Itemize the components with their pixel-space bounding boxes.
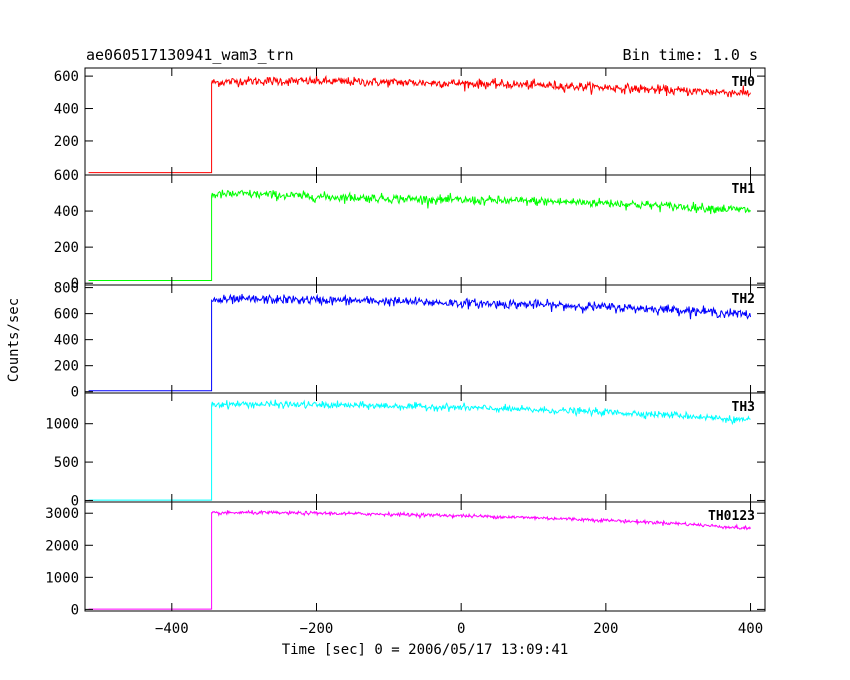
panel-th0123: 0 1000 2000 3000 TH0123 bbox=[45, 501, 766, 618]
y-tick-label: 400 bbox=[54, 102, 79, 118]
x-tick-label: 0 bbox=[457, 621, 465, 637]
band-label-th3: TH3 bbox=[732, 400, 755, 415]
y-tick-label: 3000 bbox=[45, 506, 79, 522]
x-tick-label: −200 bbox=[300, 621, 334, 637]
panel-frame bbox=[84, 174, 766, 286]
x-tick-labels: −400 −200 0 200 400 bbox=[155, 621, 763, 637]
panel-frame bbox=[84, 284, 766, 394]
panel-th1: 0 200 400 600 TH1 bbox=[54, 168, 766, 292]
panel-th2: 0 200 400 600 800 TH2 bbox=[54, 281, 766, 401]
y-tick-label: 0 bbox=[71, 276, 79, 292]
y-tick-label: 2000 bbox=[45, 538, 79, 554]
y-tick-label: 600 bbox=[54, 69, 79, 85]
band-label-th1: TH1 bbox=[732, 182, 756, 197]
series-line-th0123 bbox=[88, 509, 751, 610]
x-axis-label: Time [sec] 0 = 2006/05/17 13:09:41 bbox=[282, 642, 569, 658]
y-tick-label: 0 bbox=[71, 602, 79, 618]
panel-frame bbox=[84, 501, 766, 612]
y-tick-label: 200 bbox=[54, 359, 79, 375]
y-tick-label: 600 bbox=[54, 307, 79, 323]
chart-title: ae060517130941_wam3_trn bbox=[86, 46, 294, 64]
series-line-th1 bbox=[88, 189, 751, 281]
band-label-th2: TH2 bbox=[732, 292, 755, 307]
bin-time-label: Bin time: 1.0 s bbox=[623, 46, 758, 64]
y-tick-label: 600 bbox=[54, 168, 79, 184]
y-tick-label: 800 bbox=[54, 281, 79, 297]
y-axis-label: Counts/sec bbox=[6, 298, 22, 382]
y-tick-label: 0 bbox=[71, 493, 79, 509]
series-line-th0 bbox=[88, 74, 751, 174]
y-tick-label: 200 bbox=[54, 240, 79, 256]
x-tick-label: −400 bbox=[155, 621, 189, 637]
y-tick-label: 0 bbox=[71, 385, 79, 401]
panels: 200 400 600 TH0 0 200 400 600 TH1 0 200 400 600 800 TH… bbox=[45, 67, 766, 618]
x-tick-label: 400 bbox=[738, 621, 763, 637]
y-tick-label: 400 bbox=[54, 204, 79, 220]
panel-th0: 200 400 600 TH0 bbox=[54, 67, 766, 176]
y-tick-label: 1000 bbox=[45, 417, 79, 433]
y-tick-label: 500 bbox=[54, 455, 79, 471]
panel-frame bbox=[84, 392, 766, 503]
band-label-th0: TH0 bbox=[732, 75, 756, 90]
y-tick-label: 400 bbox=[54, 333, 79, 349]
band-label-th0123: TH0123 bbox=[708, 509, 755, 524]
y-tick-label: 1000 bbox=[45, 570, 79, 586]
panel-th3: 0 500 1000 TH3 bbox=[45, 392, 766, 509]
x-tick-label: 200 bbox=[593, 621, 618, 637]
series-line-th3 bbox=[88, 399, 751, 501]
series-line-th2 bbox=[88, 293, 751, 392]
y-tick-label: 200 bbox=[54, 134, 79, 150]
